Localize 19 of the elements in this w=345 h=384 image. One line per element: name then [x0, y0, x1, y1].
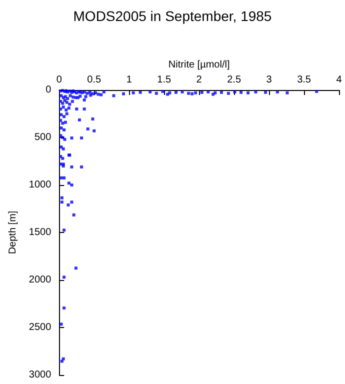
x-tick-label: 1	[126, 74, 132, 86]
y-tick-label: 1000	[28, 180, 52, 190]
y-tick-label: 500	[34, 132, 52, 143]
x-tick-label: 4	[336, 74, 342, 86]
x-tick-label: 2	[196, 74, 202, 86]
x-axis-title: Nitrite [µmol/l]	[168, 60, 230, 70]
x-tick-label: 1.5	[157, 74, 172, 86]
x-tick-label: 2.5	[227, 74, 242, 86]
y-tick-label: 2500	[28, 322, 52, 333]
y-tick-label: 3000	[28, 370, 52, 380]
y-tick-label: 1500	[28, 227, 52, 238]
x-tick-label: 0	[56, 74, 62, 86]
x-tick-label: 3.5	[297, 74, 312, 86]
x-tick-label: 3	[266, 74, 272, 86]
x-tick-label: 0.5	[87, 74, 102, 86]
y-axis-title: Depth [m]	[8, 210, 18, 254]
chart-title: MODS2005 in September, 1985	[73, 8, 272, 24]
y-tick-label: 0	[46, 84, 52, 96]
y-tick-label: 2000	[28, 274, 52, 286]
